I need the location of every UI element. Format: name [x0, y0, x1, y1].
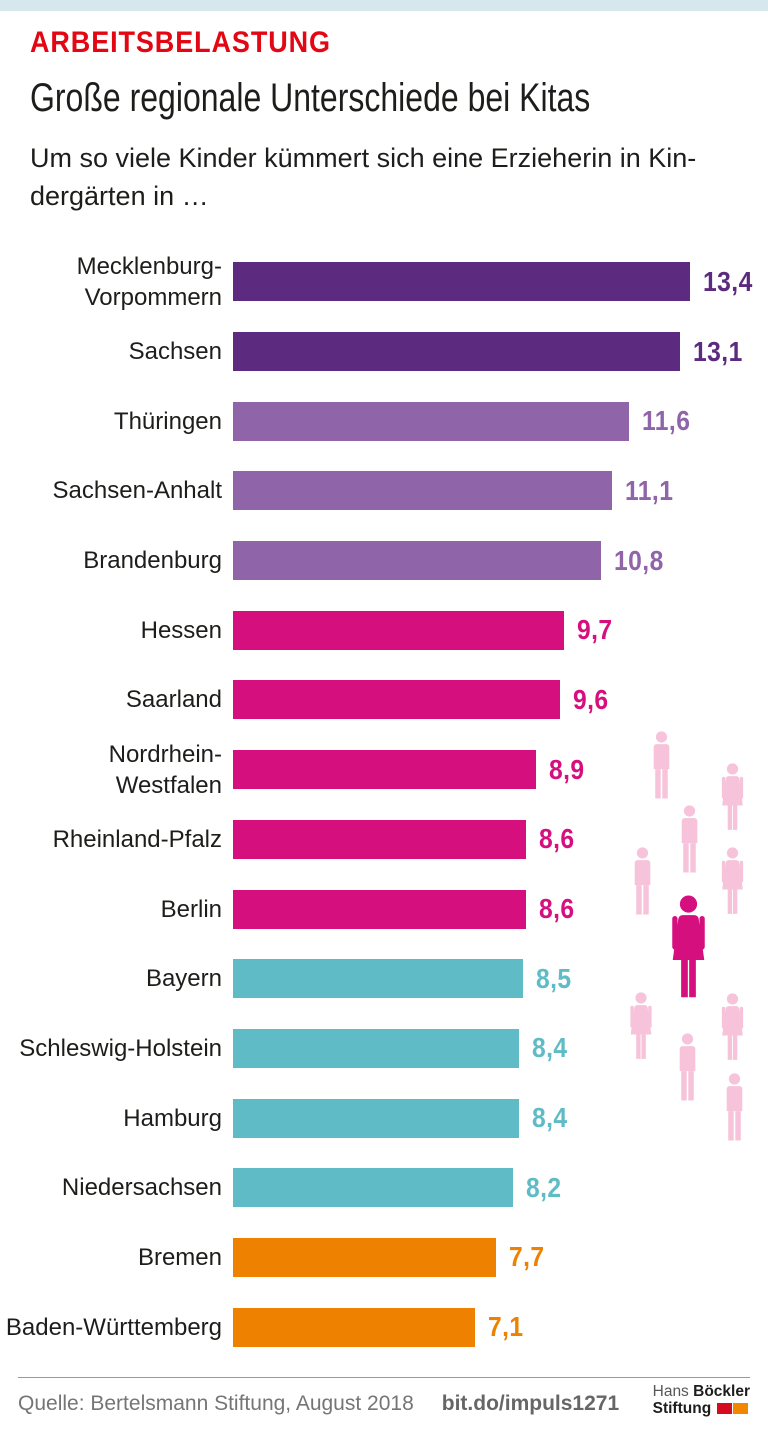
chart-row: Berlin 8,6 [0, 874, 768, 944]
chart-row: Mecklenburg- Vorpommern 13,4 [0, 247, 768, 317]
bar [233, 1307, 475, 1347]
bar [233, 1098, 519, 1138]
page-title: Große regionale Unterschiede bei Kitas [30, 76, 591, 120]
chart-row: Saarland 9,6 [0, 665, 768, 735]
bar [233, 889, 526, 929]
category-label: Saarland [125, 686, 222, 714]
bar [233, 471, 612, 511]
chart-row: Bremen 7,7 [0, 1223, 768, 1293]
child-male-icon [726, 1073, 743, 1141]
category-label: Schleswig-Holstein [19, 1034, 222, 1062]
header: ARBEITSBELASTUNG Große regionale Untersc… [30, 27, 750, 215]
category-label: Brandenburg [83, 547, 222, 575]
logo-name-bold: Böckler [693, 1383, 750, 1400]
category-label: Mecklenburg- Vorpommern [76, 252, 222, 311]
kicker: ARBEITSBELASTUNG [30, 26, 331, 59]
value-label: 11,6 [642, 405, 691, 437]
value-label: 9,7 [577, 614, 613, 646]
child-male-icon [681, 805, 698, 873]
value-label: 8,5 [536, 962, 572, 994]
people-pictogram [615, 715, 768, 1155]
footer-divider [18, 1377, 750, 1378]
chart-row: Rheinland-Pfalz 8,6 [0, 805, 768, 875]
value-label: 8,4 [532, 1102, 568, 1134]
bar [233, 819, 526, 859]
chart-row: Hessen 9,7 [0, 595, 768, 665]
category-label: Sachsen [128, 338, 222, 366]
value-label: 9,6 [573, 683, 609, 715]
category-label: Bayern [145, 965, 222, 993]
top-accent-bar [0, 0, 768, 11]
hans-boeckler-stiftung-logo: Hans Böckler Stiftung [653, 1383, 750, 1417]
category-label: Baden-Württemberg [5, 1313, 222, 1341]
chart-row: Bayern 8,5 [0, 944, 768, 1014]
educator-female-icon [672, 895, 705, 998]
child-female-icon [630, 992, 652, 1059]
bar [233, 750, 536, 790]
chart-row: Brandenburg 10,8 [0, 526, 768, 596]
bar-chart: Mecklenburg- Vorpommern 13,4 Sachsen 13,1 Th… [0, 247, 768, 1362]
bar [233, 680, 560, 720]
category-label: Thüringen [113, 407, 222, 435]
child-female-icon [721, 763, 744, 830]
logo-name-regular: Hans [652, 1383, 689, 1400]
chart-subtitle: Um so viele Kinder kümmert sich eine Erz… [30, 143, 697, 211]
bar [233, 401, 629, 441]
logo-line2: Stiftung [652, 1400, 712, 1417]
bar [233, 541, 601, 581]
value-label: 11,1 [625, 474, 674, 506]
value-label: 8,4 [532, 1032, 568, 1064]
child-male-icon [634, 847, 651, 915]
value-label: 7,7 [509, 1241, 545, 1273]
value-label: 13,4 [703, 265, 753, 297]
chart-row: Schleswig-Holstein 8,4 [0, 1014, 768, 1084]
child-male-icon [679, 1033, 696, 1101]
value-label: 8,9 [549, 753, 585, 785]
category-label: Hessen [140, 616, 222, 644]
bar [233, 610, 564, 650]
value-label: 8,6 [539, 823, 575, 855]
child-male-icon [653, 731, 670, 799]
bar [233, 1168, 513, 1208]
category-label: Berlin [160, 895, 222, 923]
category-label: Sachsen-Anhalt [52, 477, 222, 505]
chart-row: Sachsen 13,1 [0, 317, 768, 387]
chart-row: Niedersachsen 8,2 [0, 1153, 768, 1223]
bar [233, 1237, 496, 1277]
category-label: Rheinland-Pfalz [52, 825, 222, 853]
value-label: 8,2 [526, 1171, 562, 1203]
chart-row: Hamburg 8,4 [0, 1083, 768, 1153]
shortlink[interactable]: bit.do/impuls1271 [441, 1392, 620, 1415]
bar [233, 1028, 519, 1068]
logo-red-square-icon [717, 1403, 733, 1414]
source-text: Quelle: Bertelsmann Stiftung, August 201… [18, 1392, 414, 1415]
value-label: 10,8 [614, 544, 664, 576]
child-female-icon [721, 847, 744, 914]
footer: Quelle: Bertelsmann Stiftung, August 201… [18, 1377, 750, 1417]
logo-orange-square-icon [733, 1403, 749, 1414]
category-label: Hamburg [123, 1104, 222, 1132]
bar [233, 332, 680, 372]
child-female-icon [721, 993, 744, 1060]
value-label: 7,1 [488, 1311, 524, 1343]
category-label: Nordrhein- Westfalen [108, 740, 222, 799]
value-label: 13,1 [693, 335, 743, 367]
value-label: 8,6 [539, 893, 575, 925]
category-label: Bremen [137, 1243, 222, 1271]
chart-row: Baden-Württemberg 7,1 [0, 1292, 768, 1362]
chart-row: Sachsen-Anhalt 11,1 [0, 456, 768, 526]
chart-row: Thüringen 11,6 [0, 386, 768, 456]
chart-row: Nordrhein- Westfalen 8,9 [0, 735, 768, 805]
category-label: Niedersachsen [61, 1174, 222, 1202]
bar [233, 262, 690, 302]
bar [233, 959, 523, 999]
